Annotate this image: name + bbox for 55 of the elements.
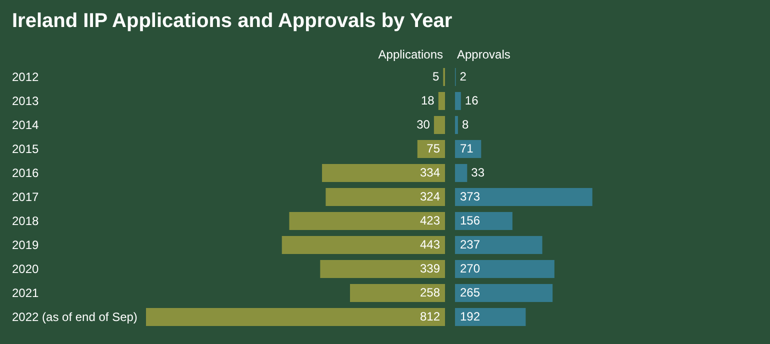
bar xyxy=(320,260,445,278)
bar xyxy=(455,188,592,206)
y-tick-label: 2015 xyxy=(12,141,39,157)
bar xyxy=(455,284,553,302)
data-label: 443 xyxy=(420,237,440,252)
data-label: 18 xyxy=(421,93,435,108)
y-tick-label: 2022 (as of end of Sep) xyxy=(12,309,138,325)
series-label: Applications xyxy=(378,47,443,62)
bar xyxy=(438,92,445,110)
bar xyxy=(455,140,482,158)
data-label: 265 xyxy=(460,285,480,300)
bar xyxy=(455,92,461,110)
data-label: 237 xyxy=(460,237,480,252)
data-label: 8 xyxy=(462,117,469,132)
bar xyxy=(455,164,468,182)
data-label: 192 xyxy=(460,309,480,324)
bar xyxy=(289,212,445,230)
series-label: Approvals xyxy=(457,47,510,62)
data-label: 423 xyxy=(420,213,440,228)
y-tick-label: 2019 xyxy=(12,237,39,253)
data-label: 324 xyxy=(420,189,440,204)
y-tick-label: 2017 xyxy=(12,189,39,205)
bar xyxy=(455,212,512,230)
data-label: 2 xyxy=(460,69,467,84)
data-label: 75 xyxy=(426,141,440,156)
data-label: 812 xyxy=(420,309,440,324)
y-tick-label: 2018 xyxy=(12,213,39,229)
data-label: 334 xyxy=(420,165,440,180)
data-label: 258 xyxy=(420,285,440,300)
data-label: 5 xyxy=(432,69,440,84)
chart-title: Ireland IIP Applications and Approvals by Year xyxy=(12,10,452,33)
data-label: 373 xyxy=(460,189,480,204)
y-tick-label: 2021 xyxy=(12,285,39,301)
data-label: 16 xyxy=(464,93,479,108)
bar xyxy=(455,308,526,326)
y-tick-label: 2014 xyxy=(12,117,39,133)
data-label: 270 xyxy=(460,261,480,276)
y-tick-label: 2020 xyxy=(12,261,39,277)
data-label: 156 xyxy=(460,213,480,228)
data-label: 71 xyxy=(460,141,474,156)
bar xyxy=(455,116,458,134)
data-label: 30 xyxy=(416,117,430,132)
bar xyxy=(434,116,445,134)
data-label: 339 xyxy=(420,261,440,276)
bar xyxy=(322,164,445,182)
y-tick-label: 2016 xyxy=(12,165,39,181)
bar xyxy=(282,236,445,254)
bar xyxy=(455,236,542,254)
bar xyxy=(350,284,445,302)
bar xyxy=(455,260,554,278)
bar xyxy=(326,188,445,206)
bar xyxy=(146,308,445,326)
y-tick-label: 2012 xyxy=(12,69,39,85)
y-tick-label: 2013 xyxy=(12,93,39,109)
data-label: 33 xyxy=(471,165,485,180)
